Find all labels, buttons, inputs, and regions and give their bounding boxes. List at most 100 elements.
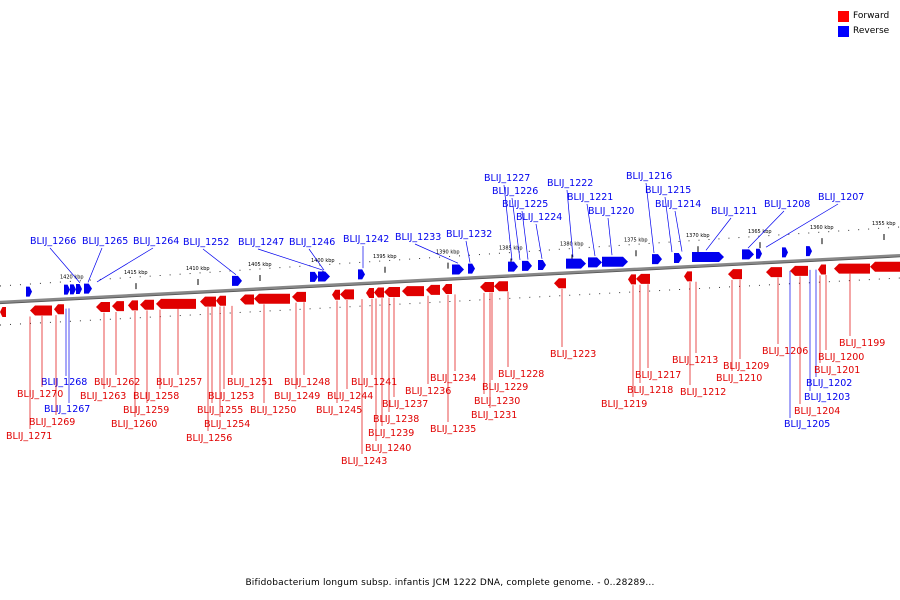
- forward-gene-label: BLIJ_1239: [368, 428, 414, 439]
- forward-gene-label: BLIJ_1223: [550, 349, 596, 360]
- forward-gene-arrow: [494, 281, 508, 292]
- reverse-gene-label: BLIJ_1247: [238, 237, 284, 248]
- forward-gene-label: BLIJ_1262: [94, 377, 140, 388]
- genome-backbone: [0, 253, 900, 304]
- genome-backbone-shadow: [0, 256, 900, 305]
- forward-gene-arrow: [96, 302, 110, 313]
- forward-gene-arrow: [442, 284, 452, 295]
- lower-scale-line: [0, 277, 900, 326]
- forward-gene-arrow: [480, 282, 494, 293]
- kbp-tick-label: 1365 kbp: [748, 229, 772, 235]
- reverse-gene-label: BLIJ_1264: [133, 236, 179, 247]
- reverse-gene-leader: [202, 248, 237, 276]
- kbp-tick-label: 1370 kbp: [686, 233, 710, 239]
- forward-gene-arrow: [402, 286, 424, 297]
- reverse-gene-arrow: [674, 252, 682, 263]
- forward-gene-label: BLIJ_1253: [208, 391, 254, 402]
- forward-gene-arrow: [332, 289, 340, 300]
- reverse-gene-label: BLIJ_1220: [588, 206, 634, 217]
- reverse-gene-leader: [765, 203, 839, 248]
- reverse-gene-leader: [257, 248, 324, 271]
- forward-gene-label: BLIJ_1236: [405, 386, 451, 397]
- forward-gene-label: BLIJ_1263: [80, 391, 126, 402]
- reverse-gene-leader: [705, 217, 732, 251]
- reverse-gene-arrow: [358, 269, 365, 280]
- forward-gene-label: BLIJ_1228: [498, 369, 544, 380]
- forward-gene-label: BLIJ_1229: [482, 382, 528, 393]
- forward-gene-arrow: [156, 298, 196, 309]
- forward-gene-label: BLIJ_1230: [474, 396, 520, 407]
- kbp-tick-label: 1355 kbp: [872, 221, 896, 227]
- forward-gene-label: BLIJ_1213: [672, 355, 718, 366]
- kbp-tick-label: 1415 kbp: [124, 270, 148, 276]
- reverse-swatch: [838, 25, 849, 37]
- forward-gene-label: BLIJ_1210: [716, 373, 762, 384]
- forward-gene-label: BLIJ_1259: [123, 405, 169, 416]
- reverse-gene-leader: [87, 247, 103, 283]
- reverse-gene-label: BLIJ_1216: [626, 171, 672, 182]
- forward-gene-label: BLIJ_1254: [204, 419, 250, 430]
- reverse-gene-arrow: [318, 271, 330, 282]
- genome-caption: Bifidobacterium longum subsp. infantis J…: [245, 578, 655, 588]
- forward-gene-label: BLIJ_1260: [111, 419, 157, 430]
- reverse-gene-leader: [503, 184, 513, 261]
- forward-gene-arrow: [0, 307, 6, 317]
- reverse-gene-arrow: [64, 284, 70, 295]
- forward-gene-arrow: [834, 263, 870, 274]
- legend-item-reverse: Reverse: [838, 24, 889, 38]
- forward-gene-arrow: [200, 296, 216, 307]
- forward-gene-arrow: [216, 295, 226, 306]
- reverse-gene-label: BLIJ_1215: [645, 185, 691, 196]
- reverse-gene-label: BLIJ_1233: [395, 232, 441, 243]
- forward-gene-arrow: [292, 291, 306, 302]
- forward-gene-label: BLIJ_1248: [284, 377, 330, 388]
- forward-gene-arrow: [340, 289, 354, 300]
- reverse-gene-arrow: [508, 261, 518, 272]
- reverse-gene-arrow: [84, 283, 92, 294]
- reverse-gene-leader: [96, 247, 154, 283]
- reverse-gene-label: BLIJ_1268: [41, 377, 87, 388]
- kbp-tick-label: 1390 kbp: [436, 250, 460, 256]
- reverse-gene-leader: [674, 210, 683, 252]
- reverse-gene-leader: [465, 240, 471, 263]
- forward-gene-label: BLIJ_1271: [6, 431, 52, 442]
- reverse-gene-arrow: [522, 260, 532, 271]
- reverse-gene-arrow: [806, 246, 812, 257]
- reverse-gene-arrow: [692, 252, 724, 263]
- forward-gene-arrow: [254, 293, 290, 304]
- reverse-gene-label: BLIJ_1246: [289, 237, 335, 248]
- forward-gene-label: BLIJ_1270: [17, 389, 63, 400]
- forward-gene-label: BLIJ_1251: [227, 377, 273, 388]
- forward-gene-arrow: [684, 271, 692, 282]
- forward-gene-label: BLIJ_1209: [723, 361, 769, 372]
- reverse-gene-arrow: [742, 249, 754, 260]
- forward-gene-arrow: [628, 274, 636, 285]
- forward-gene-label: BLIJ_1199: [839, 338, 885, 349]
- forward-gene-label: BLIJ_1218: [627, 385, 673, 396]
- forward-gene-label: BLIJ_1201: [814, 365, 860, 376]
- reverse-gene-arrow: [76, 284, 82, 295]
- forward-gene-label: BLIJ_1245: [316, 405, 362, 416]
- forward-gene-label: BLIJ_1235: [430, 424, 476, 435]
- reverse-gene-label: BLIJ_1207: [818, 192, 864, 203]
- reverse-gene-leader: [308, 248, 325, 271]
- forward-gene-label: BLIJ_1241: [351, 377, 397, 388]
- reverse-gene-arrow: [566, 258, 586, 269]
- forward-gene-arrow: [54, 304, 64, 315]
- forward-gene-label: BLIJ_1238: [373, 414, 419, 425]
- forward-gene-label: BLIJ_1240: [365, 443, 411, 454]
- forward-gene-arrow: [790, 265, 808, 276]
- reverse-gene-leader: [49, 247, 81, 284]
- reverse-gene-label: BLIJ_1211: [711, 206, 757, 217]
- reverse-gene-leader: [566, 189, 574, 258]
- reverse-gene-label: BLIJ_1232: [446, 229, 492, 240]
- forward-gene-label: BLIJ_1250: [250, 405, 296, 416]
- legend-label-forward: Forward: [853, 11, 890, 21]
- forward-gene-label: BLIJ_1234: [430, 373, 476, 384]
- reverse-gene-label: BLIJ_1202: [806, 378, 852, 389]
- reverse-gene-label: BLIJ_1224: [516, 212, 562, 223]
- reverse-gene-label: BLIJ_1203: [804, 392, 850, 403]
- forward-gene-label: BLIJ_1258: [133, 391, 179, 402]
- reverse-gene-arrow: [232, 275, 242, 286]
